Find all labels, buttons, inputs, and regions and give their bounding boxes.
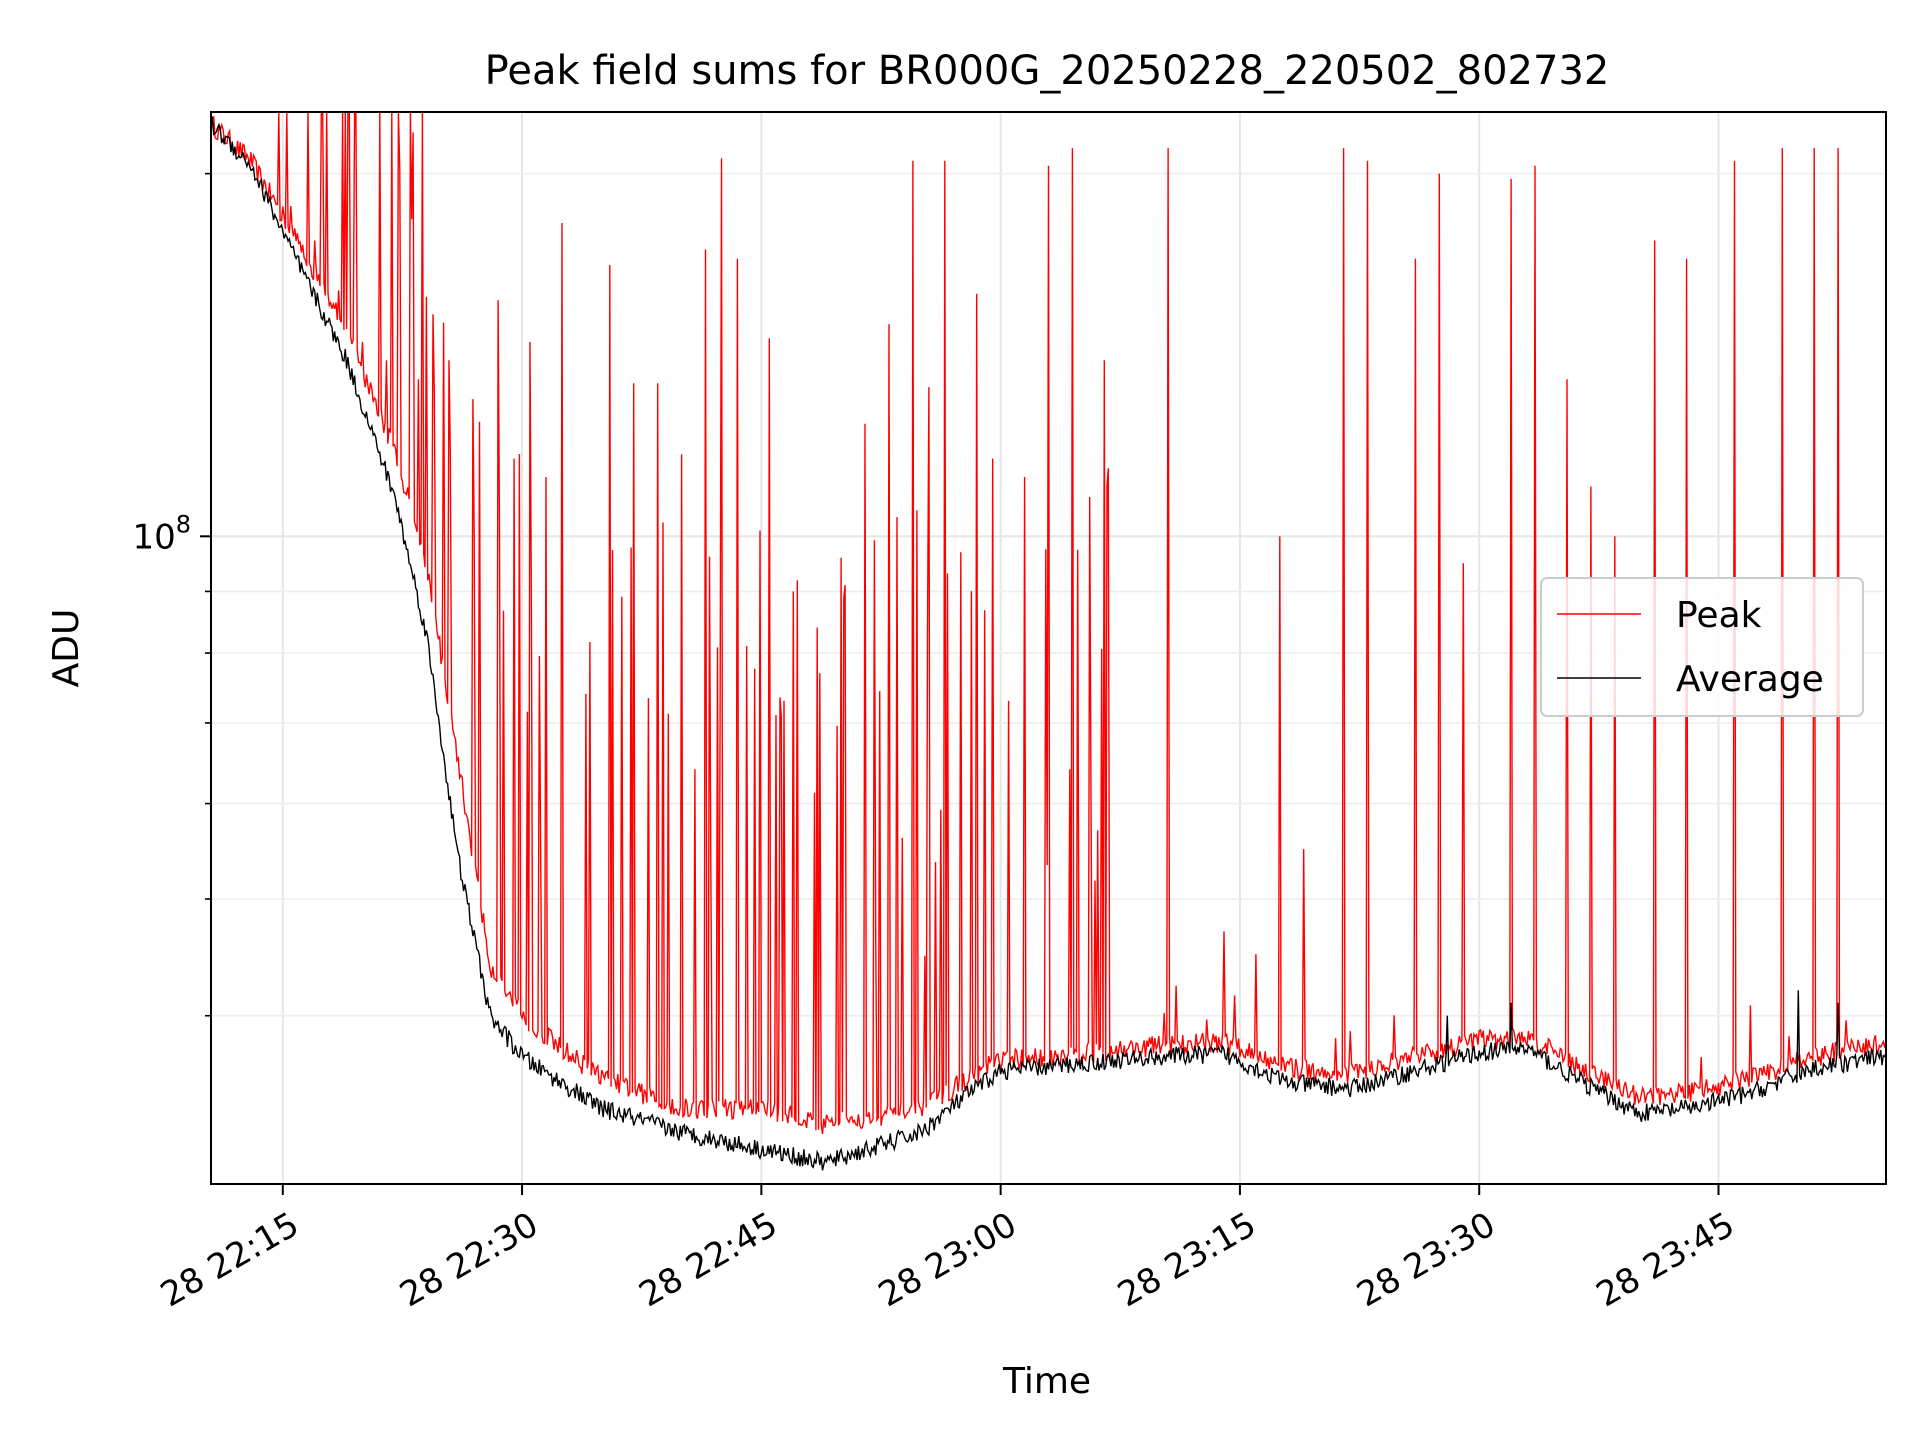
x-axis-label: Time (1002, 1361, 1091, 1402)
y-tick-label: 108 (132, 510, 191, 557)
series-line-average (210, 116, 1887, 1171)
y-axis-label: ADU (46, 609, 87, 688)
legend-label-average: Average (1676, 659, 1824, 700)
legend-box (1540, 577, 1864, 717)
plot-area (210, 111, 1887, 1171)
y-axis: 108 (132, 172, 211, 1017)
plot-frame (210, 111, 1887, 1185)
chart-title: Peak field sums for BR000G_20250228_2205… (485, 48, 1610, 94)
legend: Peak Average (1540, 577, 1864, 717)
legend-label-peak: Peak (1676, 595, 1762, 636)
series-line-peak (210, 111, 1887, 1134)
